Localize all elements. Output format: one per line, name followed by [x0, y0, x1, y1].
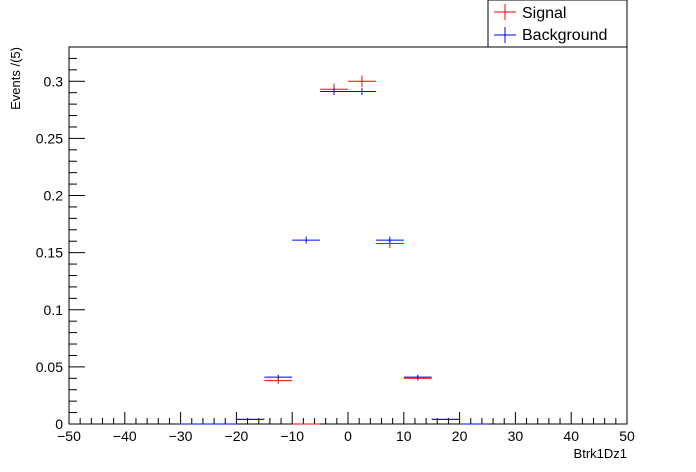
x-tick-label: −40: [113, 428, 137, 444]
x-tick-label: 20: [452, 428, 468, 444]
x-tick-label: −20: [225, 428, 249, 444]
y-tick-label: 0: [55, 416, 63, 432]
x-tick-label: 50: [619, 428, 635, 444]
x-tick-label: 30: [508, 428, 524, 444]
axes: −50 −40 −30 −20 −10 0 10 20 30 40 50 0 0.05 0.1 0.15 0.…: [36, 46, 635, 444]
x-tick-label: 40: [563, 428, 579, 444]
legend-box: [487, 0, 628, 48]
legend-background-label: Background: [522, 27, 607, 44]
x-tick-label: −10: [280, 428, 304, 444]
y-tick-label: 0.25: [36, 130, 63, 146]
x-tick-label: −50: [57, 428, 81, 444]
y-tick-label: 0.3: [44, 73, 64, 89]
x-tick-label: −30: [169, 428, 193, 444]
x-tick-label: 0: [344, 428, 352, 444]
legend-signal-label: Signal: [522, 5, 566, 22]
plot-frame: [68, 46, 628, 425]
y-tick-label: 0.1: [44, 302, 64, 318]
legend: Signal Background: [487, 0, 628, 48]
y-axis-title: Events /(5): [8, 47, 23, 110]
y-tick-label: 0.2: [44, 188, 64, 204]
x-axis-title: Btrk1Dz1: [574, 446, 627, 461]
y-tick-label: 0.05: [36, 359, 63, 375]
y-tick-label: 0.15: [36, 245, 63, 261]
data-marks: [180, 75, 488, 425]
x-tick-label: 10: [396, 428, 412, 444]
